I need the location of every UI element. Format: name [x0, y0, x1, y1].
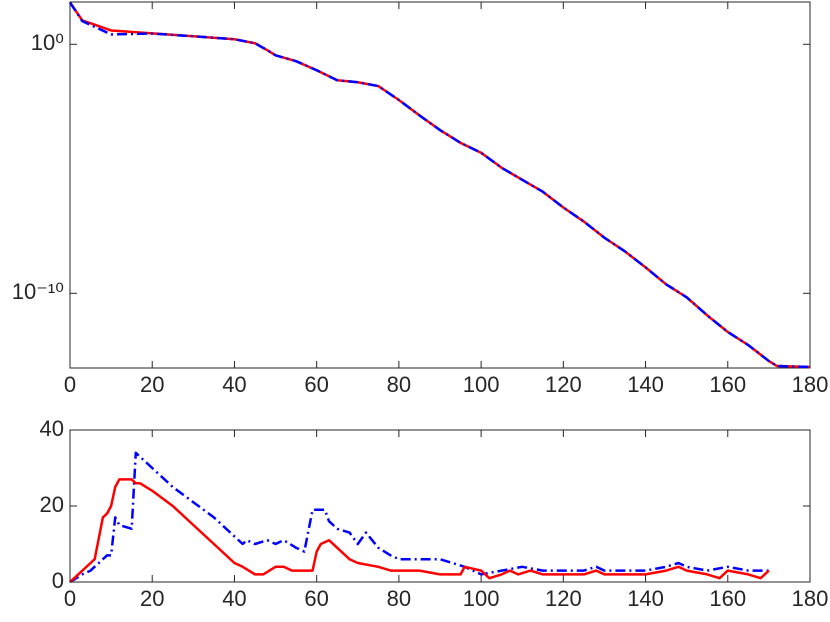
y-tick-label: 10⁻¹⁰: [12, 279, 64, 304]
x-tick-label: 120: [545, 372, 582, 397]
x-tick-label: 40: [222, 586, 246, 611]
x-tick-label: 0: [64, 372, 76, 397]
x-tick-label: 20: [140, 586, 164, 611]
plot-area: [69, 429, 811, 583]
x-tick-label: 40: [222, 372, 246, 397]
x-tick-label: 180: [792, 586, 829, 611]
x-tick-label: 80: [387, 586, 411, 611]
x-tick-label: 0: [64, 586, 76, 611]
y-tick-label: 40: [40, 416, 64, 441]
y-tick-label: 0: [52, 568, 64, 593]
x-tick-label: 100: [463, 372, 500, 397]
x-tick-label: 140: [627, 586, 664, 611]
series-line: [69, 478, 770, 583]
x-tick-label: 80: [387, 372, 411, 397]
series-line: [68, 1, 811, 369]
x-tick-label: 160: [709, 372, 746, 397]
x-tick-label: 160: [709, 586, 746, 611]
x-tick-label: 60: [304, 586, 328, 611]
x-tick-label: 20: [140, 372, 164, 397]
x-tick-label: 60: [304, 372, 328, 397]
y-tick-label: 10⁰: [31, 30, 64, 55]
x-tick-label: 140: [627, 372, 664, 397]
plot-area: [69, 1, 811, 369]
y-tick-label: 20: [40, 492, 64, 517]
series-line: [69, 451, 769, 584]
x-tick-label: 120: [545, 586, 582, 611]
x-tick-label: 100: [463, 586, 500, 611]
x-tick-label: 180: [792, 372, 829, 397]
